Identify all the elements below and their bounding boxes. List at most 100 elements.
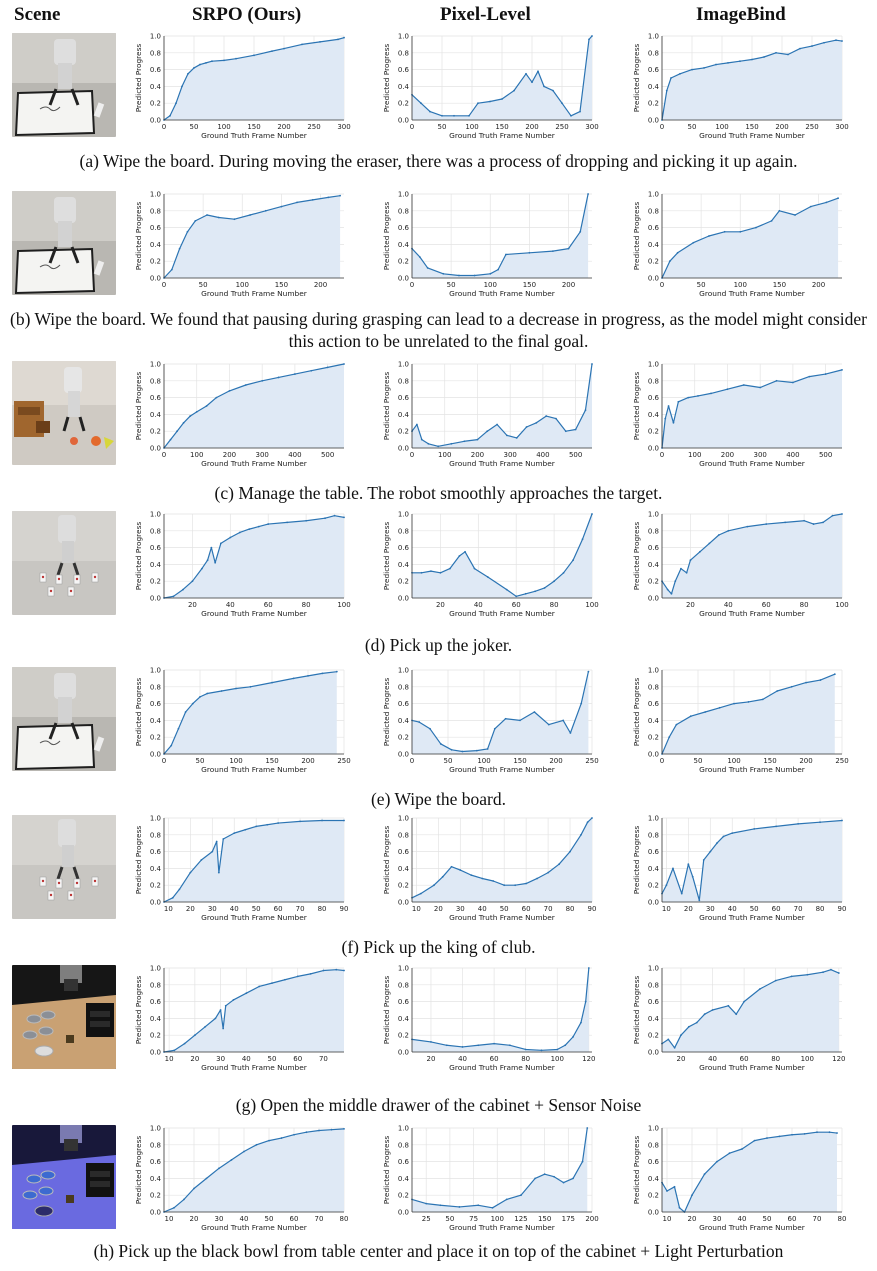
y-tick-label: 0.4 [150,865,162,873]
predicted-progress-line [661,969,840,1049]
x-tick-label: 20 [684,905,693,913]
x-tick-label: 200 [314,281,327,289]
y-tick-label: 0.8 [398,377,409,385]
data-point [666,1190,668,1192]
header-imagebind: ImageBind [696,4,786,25]
predicted-progress-line [661,197,839,279]
data-point [219,542,222,545]
x-tick-label: 80 [771,1055,780,1063]
predicted-progress-line [661,1131,838,1213]
data-point [418,256,421,258]
progress-area-fill [412,1128,588,1212]
chart-e-srpo: 0.0 0.2 0.4 0.6 0.8 1.0 0 50 100 150 200 250 Ground … [124,664,352,776]
data-point [691,875,694,878]
data-point [533,711,536,713]
data-point [708,542,711,545]
x-tick-label: 150 [523,281,536,289]
data-point [235,57,237,60]
data-point [218,1167,220,1170]
x-tick-label: 50 [252,905,261,913]
predicted-progress-line [661,369,843,449]
x-axis-label: Ground Truth Frame Number [201,1223,308,1232]
y-tick-label: 0.8 [648,831,659,839]
data-point [173,1049,176,1052]
x-tick-label: 80 [340,1215,349,1223]
x-tick-label: 100 [551,1055,564,1063]
data-point [461,750,464,753]
chart-b-pixel-level: 0.0 0.2 0.4 0.6 0.8 1.0 0 50 100 150 200 Ground Tru… [372,188,600,300]
data-point [217,871,220,874]
data-point [703,1173,706,1176]
predicted-progress-line [411,967,590,1051]
data-point [698,550,701,553]
y-tick-label: 0.4 [648,561,660,569]
chart-e-imagebind-svg: 0.0 0.2 0.4 0.6 0.8 1.0 0 50 100 150 200 250 Ground … [632,667,849,775]
data-point [763,56,765,58]
chart-a-imagebind-svg: 0.0 0.2 0.4 0.6 0.8 1.0 0 50 100 150 200 250 300 Grou… [632,33,849,141]
chart-h-pixel-level-svg: 0.0 0.2 0.4 0.6 0.8 1.0 25 50 75 100 125 150 175 200 G… [382,1125,599,1233]
y-tick-label: 0.4 [150,1015,162,1023]
y-tick-label: 0.8 [648,207,659,215]
data-point [552,89,554,92]
y-tick-label: 0.2 [398,734,409,742]
x-tick-label: 50 [268,1055,277,1063]
predicted-progress-line [163,1128,345,1213]
progress-area-fill [164,671,337,754]
data-point [189,871,192,874]
y-tick-label: 0.4 [150,411,162,419]
data-point [292,677,295,680]
x-tick-label: 50 [265,1215,274,1223]
data-point [747,701,750,703]
x-tick-label: 25 [422,1215,431,1223]
y-tick-label: 1.0 [648,191,659,199]
data-point [343,969,345,972]
progress-area-fill [662,674,835,754]
y-tick-label: 0.0 [398,275,409,283]
data-point [294,373,296,375]
data-point [753,1139,756,1142]
y-tick-label: 1.0 [648,361,659,369]
predicted-progress-line [411,193,589,277]
data-point [343,363,345,365]
data-point [492,880,495,882]
data-point [458,555,461,557]
x-tick-label: 120 [832,1055,845,1063]
x-tick-label: 60 [788,1215,797,1223]
x-tick-label: 200 [471,451,484,459]
x-tick-label: 250 [307,123,320,131]
data-point [746,525,749,528]
y-tick-label: 1.0 [648,511,659,519]
chart-b-imagebind-svg: 0.0 0.2 0.4 0.6 0.8 1.0 0 50 100 150 200 Ground Tru… [632,191,842,298]
x-tick-label: 90 [838,905,847,913]
data-point [697,395,699,397]
data-point [755,226,757,229]
x-tick-label: 50 [199,281,208,289]
y-tick-label: 0.0 [398,1209,409,1217]
data-point [489,272,492,275]
data-point [268,1139,270,1142]
chart-g-imagebind: 0.0 0.2 0.4 0.6 0.8 1.0 20 40 60 80 100 120 Ground T… [622,962,850,1074]
header-srpo: SRPO (Ours) [192,4,302,25]
x-axis-label: Ground Truth Frame Number [699,765,806,774]
y-tick-label: 0.4 [648,83,660,91]
chart-b-pixel-level-svg: 0.0 0.2 0.4 0.6 0.8 1.0 0 50 100 150 200 Ground Tru… [382,191,592,298]
y-tick-label: 0.2 [398,1032,409,1040]
x-tick-label: 60 [772,905,781,913]
y-tick-label: 0.8 [150,981,161,989]
scene-thumbnail-c [12,361,116,465]
data-point [311,198,314,201]
x-tick-label: 150 [247,123,260,131]
data-point [797,822,799,825]
data-point [453,114,455,117]
data-point [591,513,593,515]
data-point [193,67,195,69]
chart-h-imagebind: 0.0 0.2 0.4 0.6 0.8 1.0 10 20 30 40 50 60 70 80 Ground… [622,1122,850,1234]
x-tick-label: 150 [495,123,508,131]
data-point [183,1198,185,1201]
data-point [587,193,589,195]
data-point [680,892,683,895]
y-tick-label: 0.0 [648,1049,659,1057]
y-axis-label: Predicted Progress [134,522,143,591]
data-point [811,45,813,47]
y-tick-label: 0.6 [150,1158,162,1166]
